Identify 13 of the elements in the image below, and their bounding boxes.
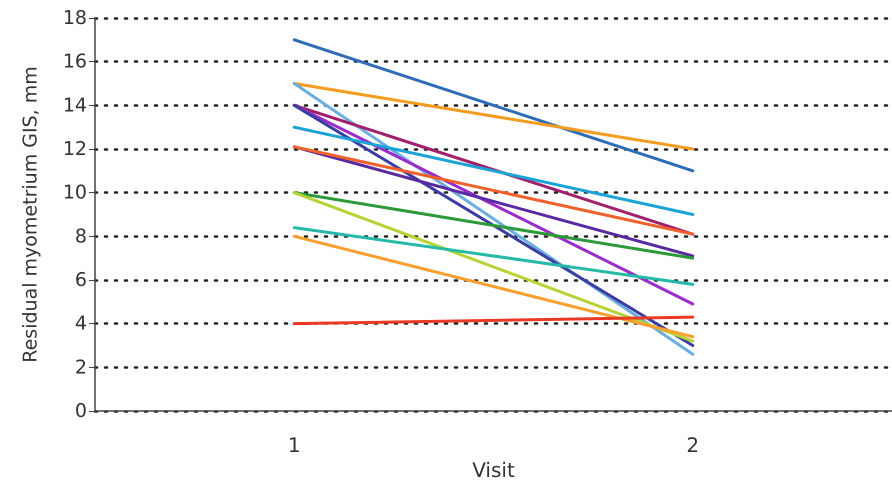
- x-tick-label: 1: [288, 433, 301, 457]
- y-tick-label: 18: [62, 7, 87, 29]
- y-tick-label: 16: [62, 50, 87, 73]
- y-tick-label: 10: [62, 182, 87, 204]
- y-tick-label: 2: [74, 356, 87, 378]
- y-tick-label: 8: [74, 225, 87, 248]
- x-axis-title: Visit: [472, 458, 515, 482]
- y-tick-label: 4: [74, 312, 87, 335]
- y-tick-label: 12: [62, 138, 87, 160]
- y-axis-title: Residual myometrium GIS, mm: [20, 66, 42, 363]
- y-tick-label: 14: [62, 94, 87, 116]
- y-tick-label: 0: [74, 400, 87, 422]
- y-tick-label: 6: [74, 269, 87, 291]
